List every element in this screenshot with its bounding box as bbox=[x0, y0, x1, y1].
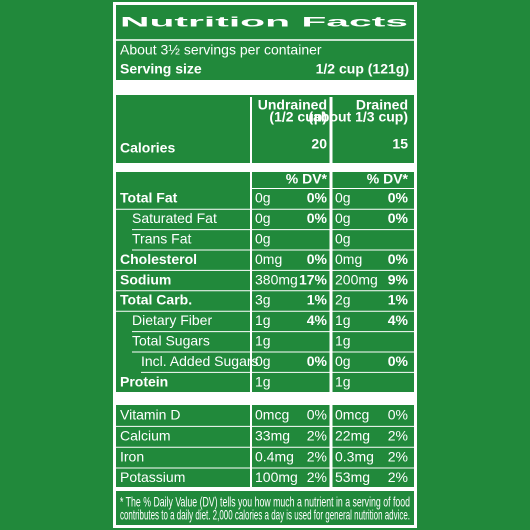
daily-value: 1% bbox=[388, 292, 409, 308]
amount: 0g bbox=[255, 231, 271, 247]
amount: 1g bbox=[255, 312, 271, 328]
amount: 0mg bbox=[335, 251, 362, 267]
amount: 0g bbox=[335, 210, 351, 226]
amount: 33mg bbox=[255, 428, 290, 444]
nutrient-label: Vitamin D bbox=[120, 407, 180, 423]
daily-value: 1% bbox=[307, 292, 328, 308]
amount: 2g bbox=[335, 292, 351, 308]
calories-value: 20 bbox=[311, 136, 327, 152]
column-portion: (about 1/3 cup) bbox=[308, 109, 408, 125]
dv-header: % DV* bbox=[286, 171, 328, 187]
amount: 0g bbox=[335, 190, 351, 206]
nutrient-label: Calcium bbox=[120, 428, 171, 444]
amount: 1g bbox=[335, 373, 351, 389]
daily-value: 2% bbox=[388, 469, 408, 485]
nutrient-label: Trans Fat bbox=[132, 231, 191, 247]
daily-value: 9% bbox=[388, 271, 409, 287]
amount: 1g bbox=[335, 312, 351, 328]
daily-value: 0% bbox=[388, 251, 409, 267]
nutrient-label: Total Sugars bbox=[132, 333, 210, 349]
amount: 22mg bbox=[335, 428, 370, 444]
daily-value: 0% bbox=[388, 353, 409, 369]
nutrient-label: Protein bbox=[120, 373, 168, 389]
amount: 1g bbox=[255, 373, 271, 389]
daily-value: 2% bbox=[307, 428, 327, 444]
daily-value: 2% bbox=[388, 428, 408, 444]
amount: 0mcg bbox=[255, 407, 289, 423]
daily-value: 2% bbox=[307, 448, 327, 464]
servings: About 3½ servings per container bbox=[120, 42, 322, 58]
amount: 0g bbox=[255, 353, 271, 369]
amount: 100mg bbox=[255, 469, 298, 485]
serving-size-value: 1/2 cup (121g) bbox=[316, 61, 409, 77]
nutrient-label: Total Fat bbox=[120, 190, 178, 206]
nutrient-label: Dietary Fiber bbox=[132, 312, 212, 328]
daily-value: 0% bbox=[307, 251, 328, 267]
footnote: * The % Daily Value (DV) tells you how m… bbox=[120, 494, 410, 510]
label-border bbox=[113, 2, 417, 528]
calories-label: Calories bbox=[120, 140, 175, 156]
title: Nutrition Facts bbox=[120, 14, 409, 30]
thick-bar bbox=[116, 80, 414, 95]
nutrient-label: Total Carb. bbox=[120, 292, 192, 308]
daily-value: 17% bbox=[299, 271, 328, 287]
daily-value: 0% bbox=[307, 190, 328, 206]
amount: 0mg bbox=[255, 251, 282, 267]
nutrient-label: Saturated Fat bbox=[132, 210, 217, 226]
thick-bar bbox=[116, 487, 414, 491]
amount: 0g bbox=[335, 353, 351, 369]
nutrient-label: Sodium bbox=[120, 271, 171, 287]
amount: 0.4mg bbox=[255, 448, 294, 464]
amount: 0.3mg bbox=[335, 448, 374, 464]
nutrient-label: Incl. Added Sugars bbox=[141, 353, 259, 369]
amount: 1g bbox=[335, 333, 351, 349]
amount: 0g bbox=[255, 210, 271, 226]
daily-value: 4% bbox=[307, 312, 328, 328]
daily-value: 2% bbox=[307, 469, 327, 485]
daily-value: 0% bbox=[307, 407, 327, 423]
thick-bar bbox=[116, 392, 414, 405]
amount: 0mcg bbox=[335, 407, 369, 423]
daily-value: 0% bbox=[388, 190, 409, 206]
daily-value: 0% bbox=[307, 353, 328, 369]
column-portion: (1/2 cup) bbox=[269, 109, 327, 125]
daily-value: 2% bbox=[388, 448, 408, 464]
serving-size-label: Serving size bbox=[120, 61, 202, 77]
amount: 0g bbox=[255, 190, 271, 206]
calories-value: 15 bbox=[392, 136, 408, 152]
daily-value: 0% bbox=[388, 407, 408, 423]
column-name: Undrained bbox=[258, 97, 327, 113]
nutrient-label: Iron bbox=[120, 448, 144, 464]
amount: 200mg bbox=[335, 271, 378, 287]
daily-value: 4% bbox=[388, 312, 409, 328]
amount: 0g bbox=[335, 231, 351, 247]
nutrient-label: Potassium bbox=[120, 469, 185, 485]
thick-bar bbox=[116, 163, 414, 172]
dv-header: % DV* bbox=[367, 171, 409, 187]
amount: 53mg bbox=[335, 469, 370, 485]
column-name: Drained bbox=[356, 97, 408, 113]
amount: 380mg bbox=[255, 271, 298, 287]
footnote: contributes to a daily diet. 2,000 calor… bbox=[120, 507, 410, 523]
daily-value: 0% bbox=[307, 210, 328, 226]
daily-value: 0% bbox=[388, 210, 409, 226]
amount: 1g bbox=[255, 333, 271, 349]
nutrient-label: Cholesterol bbox=[120, 251, 197, 267]
amount: 3g bbox=[255, 292, 271, 308]
